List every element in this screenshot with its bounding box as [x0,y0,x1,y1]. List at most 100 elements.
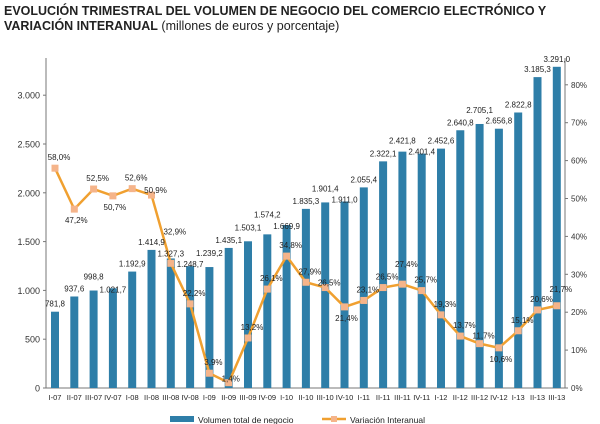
line-marker [70,205,78,213]
bar-label: 1.239,2 [196,249,223,258]
chart-title: EVOLUCIÓN TRIMESTRAL DEL VOLUMEN DE NEGO… [4,4,546,33]
left-tick-label: 1.500 [17,237,40,247]
right-tick-label: 0% [571,384,583,393]
line-marker [225,379,233,387]
line-marker [148,191,155,199]
x-tick-label: III-09 [239,393,256,402]
x-tick-label: III-12 [471,393,488,402]
bar [186,266,195,388]
bar-label: 781,8 [45,300,66,309]
legend-bar-label: Volumen total de negocio [198,415,294,424]
line-marker [476,340,484,348]
right-tick-label: 80% [571,81,587,90]
x-tick-label: IV-09 [259,393,277,402]
line-label: 26,1% [260,274,283,283]
x-tick-label: IV-08 [181,393,199,402]
bar-label: 1.901,4 [312,184,339,193]
bar [89,290,98,388]
line-marker [51,164,59,172]
line-marker [398,280,406,288]
x-tick-label: I-09 [203,393,216,402]
left-tick-label: 2.500 [17,140,40,150]
bar [494,128,503,388]
bar-label: 2.822,8 [505,100,532,109]
right-tick-label: 10% [571,346,587,355]
x-tick-label: I-07 [49,393,62,402]
bar-label: 1.835,3 [293,197,320,206]
bar-label: 1.021,7 [100,285,127,294]
right-tick-label: 60% [571,157,587,166]
bar-label: 2.705,1 [466,106,493,115]
line-marker [167,259,175,267]
bar-label: 3.291,0 [543,55,570,64]
line-label: 13,7% [453,321,476,330]
bar-label: 1.669,9 [273,222,300,231]
x-tick-label: III-11 [394,393,411,402]
bar [437,148,445,388]
line-label: 10,6% [490,355,513,364]
line-marker [283,252,291,260]
left-tick-label: 500 [25,335,40,345]
line-label: 26,5% [376,273,399,282]
bar [379,161,388,388]
line-marker [341,303,348,311]
line-marker [186,300,194,308]
bar-label: 2.322,1 [370,149,397,158]
bar [108,288,117,388]
legend-line-label: Variación Interanual [350,415,425,424]
bar-label: 2.656,8 [486,117,513,126]
bar [263,234,272,388]
line-label: 21,4% [335,314,358,323]
x-tick-label: I-12 [435,393,448,402]
right-tick-label: 40% [571,232,587,241]
bar [340,201,349,388]
bar-label: 1.414,9 [138,238,165,247]
bar-label: 2.640,8 [447,118,474,127]
x-tick-label: IV-12 [490,393,508,402]
x-tick-label: I-08 [126,393,139,402]
line-marker [205,369,213,377]
line-marker [553,302,561,310]
bar-label: 1.192,9 [119,260,146,269]
line-marker [321,284,329,292]
bar [205,267,214,388]
line-label: 32,9% [163,227,186,236]
x-tick-label: II-11 [376,393,390,402]
line-label: 20,6% [530,295,553,304]
x-tick-label: III-08 [162,393,179,402]
x-tick-label: IV-07 [104,393,122,402]
line-label: 52,6% [125,174,148,183]
bar-label: 2.055,4 [350,175,377,184]
line-label: 1,4% [222,375,240,384]
bar [475,123,484,388]
line-label: 3,9% [204,358,222,367]
bar [456,130,465,388]
bar-label: 1.435,1 [215,236,242,245]
x-tick-label: II-08 [144,393,159,402]
line-label: 25,7% [414,276,437,285]
line-marker [495,344,503,352]
bar-label: 998,8 [84,273,105,282]
bar [166,258,175,388]
line-label: 13,2% [241,323,264,332]
bar-label: 1.911,0 [331,195,358,204]
line-marker [437,311,445,319]
x-tick-label: III-07 [85,393,102,402]
bar [398,151,407,388]
bar-label: 937,6 [64,284,85,293]
x-tick-label: II-07 [67,393,82,402]
bar-label: 1.503,1 [235,223,262,232]
line-marker [360,296,368,304]
bar [301,208,310,388]
left-tick-label: 1.000 [17,286,40,296]
bar [147,249,156,388]
bar [321,202,330,388]
bar [533,77,542,389]
x-tick-label: II-13 [530,393,545,402]
line-label: 21,7% [549,285,572,294]
line-label: 27,9% [299,267,322,276]
line-label: 11,7% [473,332,495,341]
line-label: 34,8% [279,241,302,250]
bar [282,225,291,388]
